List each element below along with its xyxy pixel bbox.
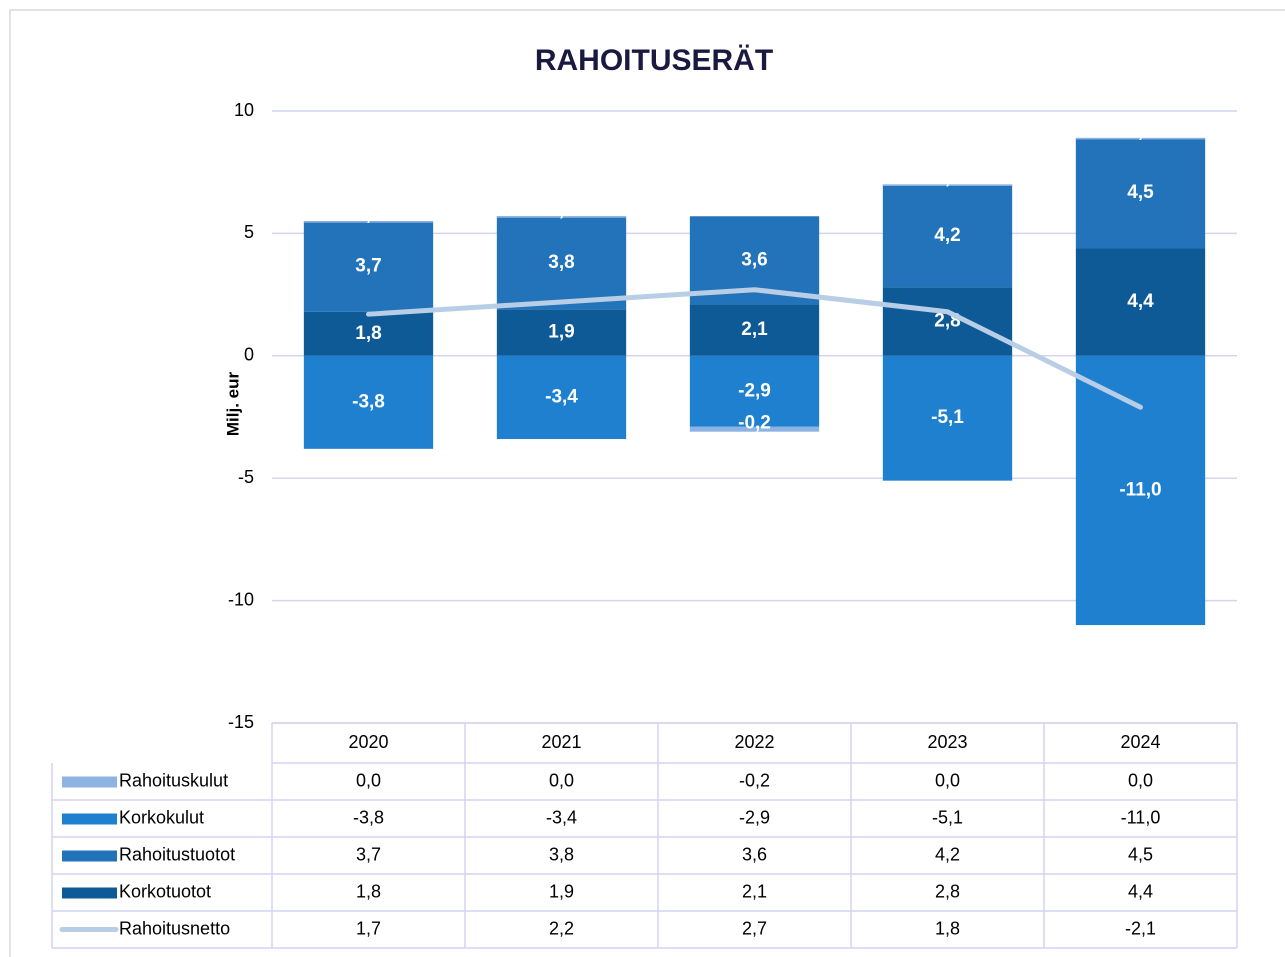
- data-label: 3,7: [355, 255, 381, 276]
- y-tick-label: -15: [228, 712, 254, 732]
- x-tick-label: 2024: [1120, 732, 1160, 752]
- data-label: 4,5: [1127, 182, 1154, 203]
- bar-segment: [1075, 137, 1206, 249]
- table-cell: -0,2: [739, 770, 770, 790]
- table-cell: -2,1: [1125, 918, 1156, 938]
- legend-key: [62, 850, 117, 862]
- bar-segment: [882, 184, 1013, 186]
- x-tick-label: 2022: [734, 732, 774, 752]
- data-label: 1,8: [355, 323, 381, 344]
- data-label: 0,0: [355, 204, 381, 225]
- table-cell: 4,2: [935, 844, 960, 864]
- legend-label: Rahoitusnetto: [119, 918, 230, 938]
- data-label: -11,0: [1119, 479, 1161, 500]
- bar-segment: [882, 184, 1013, 288]
- y-tick-label: -5: [238, 467, 254, 487]
- bar-segment: [882, 287, 1013, 356]
- y-tick-label: 5: [244, 222, 254, 242]
- table-cell: 1,8: [356, 881, 381, 901]
- table-cell: 4,5: [1128, 844, 1153, 864]
- line-series: [366, 287, 1143, 410]
- bar-segment: [303, 355, 434, 449]
- y-tick-label: 10: [234, 100, 254, 120]
- data-label: -5,1: [931, 407, 964, 428]
- bar-segment: [882, 355, 1013, 481]
- table-cell: 2,7: [742, 918, 767, 938]
- legend-label: Korkokulut: [119, 807, 204, 827]
- table-cell: -5,1: [932, 807, 963, 827]
- bar-segment: [303, 221, 434, 312]
- bar-segment: [496, 309, 627, 356]
- bar-segment: [496, 355, 627, 440]
- data-label: 4,2: [934, 225, 960, 246]
- data-label: -0,2: [738, 412, 771, 433]
- table-cell: 1,8: [935, 918, 960, 938]
- legend-key: [62, 776, 117, 788]
- bar-segment: [689, 426, 820, 432]
- x-tick-label: 2023: [927, 732, 967, 752]
- table-cell: 1,9: [549, 881, 574, 901]
- data-label: -2,9: [738, 380, 771, 401]
- data-label: 0,0: [934, 167, 960, 188]
- table-cell: 0,0: [549, 770, 574, 790]
- table-cell: 2,8: [935, 881, 960, 901]
- y-axis-label: Milj. eur: [223, 372, 242, 437]
- legend-key: [62, 813, 117, 825]
- chart-frame: [9, 9, 1285, 957]
- x-tick-label: 2020: [348, 732, 388, 752]
- table-cell: 2,2: [549, 918, 574, 938]
- bar-segment: [1075, 248, 1206, 356]
- data-label: 0,0: [1127, 121, 1153, 142]
- chart-title: RAHOITUSERÄT: [535, 44, 773, 77]
- legend-label: Rahoitustuotot: [119, 844, 235, 864]
- bar-segment: [496, 216, 627, 310]
- legend-key: [62, 887, 117, 899]
- bar-segment: [496, 216, 627, 218]
- data-label: 3,6: [741, 249, 767, 270]
- bar-segment: [689, 304, 820, 356]
- y-tick-label: -10: [228, 589, 254, 609]
- bar-segment: [303, 311, 434, 356]
- table-cell: 3,6: [742, 844, 767, 864]
- bar-segment: [689, 355, 820, 427]
- bar-segment: [1075, 355, 1206, 626]
- table-cell: -11,0: [1121, 807, 1161, 827]
- table-cell: -3,8: [353, 807, 384, 827]
- table-cell: 2,1: [742, 881, 767, 901]
- data-label: -3,8: [352, 391, 385, 412]
- table-cell: 3,7: [356, 844, 381, 864]
- table-cell: -3,4: [546, 807, 577, 827]
- table-cell: 0,0: [356, 770, 381, 790]
- table-cell: 1,7: [356, 918, 381, 938]
- table-cell: -2,9: [739, 807, 770, 827]
- legend-label: Korkotuotot: [119, 881, 211, 901]
- data-label: 3,8: [548, 252, 574, 273]
- table-cell: 0,0: [1128, 770, 1153, 790]
- data-label: 2,1: [741, 319, 768, 340]
- table-cell: 3,8: [549, 844, 574, 864]
- bar-segment: [303, 221, 434, 223]
- data-label: -3,4: [545, 386, 578, 407]
- data-label: 0,0: [548, 199, 574, 220]
- data-label: 1,9: [548, 322, 574, 343]
- table-cell: 4,4: [1128, 881, 1153, 901]
- legend-label: Rahoituskulut: [119, 770, 228, 790]
- bar-segment: [1075, 137, 1206, 140]
- table-cell: 0,0: [935, 770, 960, 790]
- y-tick-label: 0: [244, 345, 254, 365]
- data-label: 4,4: [1127, 291, 1154, 312]
- x-tick-label: 2021: [541, 732, 581, 752]
